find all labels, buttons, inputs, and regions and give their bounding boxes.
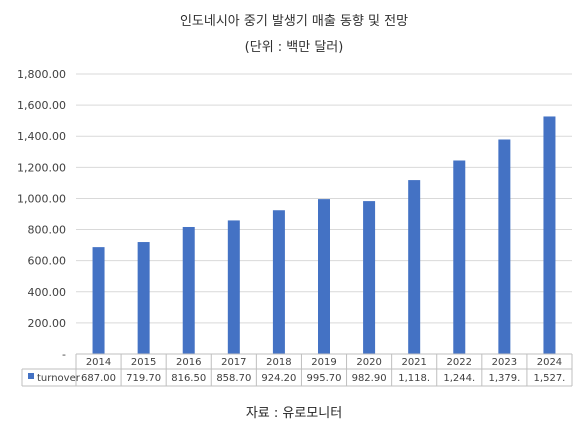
bar-chart: - 200.00 400.00 600.00 800.00 1,000.00 1,200.0… bbox=[17, 68, 573, 387]
bar bbox=[227, 220, 240, 354]
data-table-value: 982.90 bbox=[352, 373, 387, 384]
bar bbox=[182, 226, 195, 354]
x-tick-label: 2018 bbox=[266, 357, 291, 368]
data-table-value: 1,527. bbox=[534, 373, 566, 384]
data-table-value: 687.00 bbox=[81, 373, 116, 384]
bar bbox=[543, 116, 556, 354]
y-tick-label: 800.00 bbox=[28, 224, 67, 237]
data-table-value: 858.70 bbox=[216, 373, 251, 384]
x-tick-label: 2024 bbox=[537, 357, 562, 368]
data-table-value: 1,379. bbox=[488, 373, 520, 384]
y-tick-label: 400.00 bbox=[28, 286, 67, 299]
x-tick-label: 2021 bbox=[401, 357, 426, 368]
bar bbox=[453, 160, 466, 354]
data-table-value: 1,118. bbox=[398, 373, 430, 384]
bar bbox=[92, 247, 105, 354]
x-tick-label: 2015 bbox=[131, 357, 156, 368]
y-tick-label: - bbox=[62, 348, 66, 361]
data-table-value: 995.70 bbox=[307, 373, 342, 384]
legend-swatch bbox=[28, 373, 34, 379]
data-table-value: 1,244. bbox=[443, 373, 475, 384]
bar bbox=[498, 139, 511, 354]
y-tick-label: 1,200.00 bbox=[17, 161, 66, 174]
y-tick-label: 600.00 bbox=[28, 255, 67, 268]
chart-subtitle: (단위 : 백만 달러) bbox=[244, 40, 344, 55]
x-tick-label: 2020 bbox=[356, 357, 381, 368]
x-tick-label: 2022 bbox=[447, 357, 472, 368]
bar bbox=[408, 180, 421, 354]
x-tick-label: 2014 bbox=[86, 357, 111, 368]
x-tick-label: 2019 bbox=[311, 357, 336, 368]
source-note: 자료 : 유로모니터 bbox=[245, 406, 343, 421]
y-tick-label: 1,000.00 bbox=[17, 192, 66, 205]
x-tick-label: 2016 bbox=[176, 357, 201, 368]
data-table-value: 719.70 bbox=[126, 373, 161, 384]
x-tick-label: 2017 bbox=[221, 357, 246, 368]
bar bbox=[363, 201, 376, 354]
bar bbox=[137, 242, 150, 354]
y-tick-label: 1,400.00 bbox=[17, 130, 66, 143]
y-tick-label: 1,600.00 bbox=[17, 99, 66, 112]
bar bbox=[318, 199, 330, 354]
y-tick-label: 200.00 bbox=[28, 317, 67, 330]
chart-title: 인도네시아 중기 발생기 매출 동향 및 전망 bbox=[179, 14, 409, 29]
y-tick-label: 1,800.00 bbox=[17, 68, 66, 81]
legend-label: turnover bbox=[37, 373, 81, 384]
bar bbox=[272, 210, 285, 354]
data-table-value: 924.20 bbox=[261, 373, 296, 384]
data-table-value: 816.50 bbox=[171, 373, 206, 384]
x-tick-label: 2023 bbox=[492, 357, 517, 368]
